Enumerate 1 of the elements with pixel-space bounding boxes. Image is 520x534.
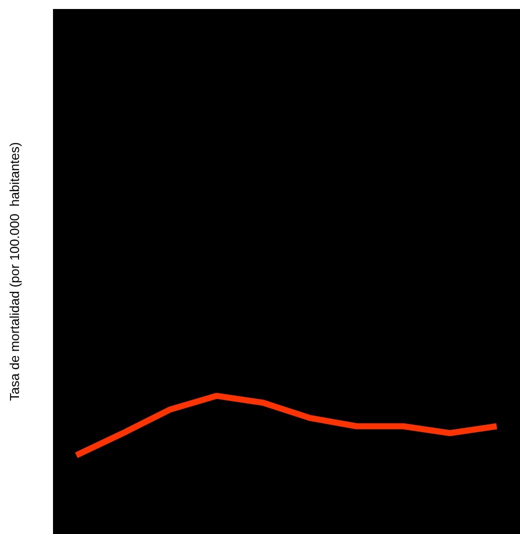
y-axis-title: Tasa de mortalidad (por 100.000 habitantes) <box>7 142 22 401</box>
